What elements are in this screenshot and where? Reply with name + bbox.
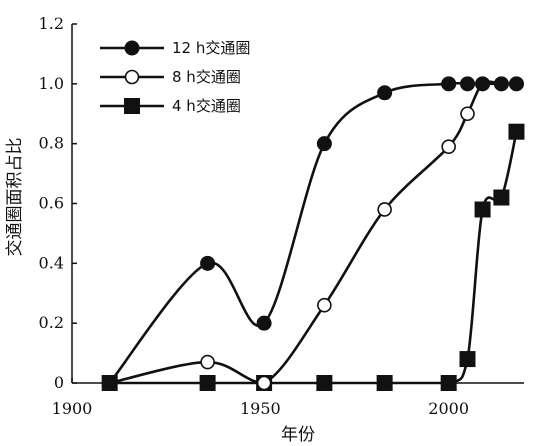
data-point: [441, 76, 457, 92]
y-axis-label: 交通圈面积占比: [5, 138, 25, 257]
legend-label: 12 h交通圈: [172, 39, 250, 57]
series-line: [108, 81, 517, 384]
series-line: [109, 131, 518, 385]
data-point: [200, 354, 215, 370]
x-tick-label: 2000: [428, 399, 469, 418]
y-tick-label: 0.6: [39, 194, 64, 213]
y-tick-label: 0.4: [39, 253, 64, 272]
data-point: [493, 189, 510, 206]
x-axis-label: 年份: [281, 425, 315, 445]
series-1: [102, 76, 524, 391]
legend-label: 8 h交通圈: [172, 68, 241, 86]
legend-marker: [124, 40, 140, 56]
data-point: [508, 76, 524, 92]
x-tick-label: 1900: [52, 399, 93, 418]
data-point: [316, 375, 333, 391]
y-tick-label: 1.0: [39, 74, 64, 93]
data-point: [460, 106, 475, 122]
x-tick-label: 1950: [240, 399, 281, 418]
data-point: [377, 85, 393, 101]
data-point: [102, 375, 118, 391]
data-point: [316, 136, 332, 152]
legend-entry: 8 h交通圈: [100, 68, 241, 86]
y-tick-label: 0.2: [39, 313, 64, 332]
data-point: [200, 255, 216, 271]
data-point: [377, 202, 392, 217]
legend-entry: 12 h交通圈: [100, 39, 250, 57]
y-tick-label: 0.8: [39, 134, 64, 153]
legend-marker: [124, 98, 140, 114]
legend-entry: 4 h交通圈: [100, 97, 241, 115]
legend: 12 h交通圈 8 h交通圈 4 h交通圈: [100, 39, 250, 115]
data-point: [317, 297, 332, 313]
data-point: [199, 375, 216, 391]
data-point: [475, 76, 491, 92]
series-0: [102, 76, 524, 391]
legend-marker: [124, 69, 140, 85]
y-tick-label: 0: [54, 373, 64, 392]
data-point: [460, 76, 475, 92]
y-tick-label: 1.2: [39, 14, 64, 33]
legend-label: 4 h交通圈: [172, 97, 241, 115]
axes: 0 0.2 0.4 0.6 0.8 1.0 1.2 1900 1950 2000: [39, 14, 524, 418]
data-point: [256, 315, 272, 331]
data-point: [376, 375, 393, 391]
data-point: [440, 375, 457, 391]
data-point: [459, 351, 476, 368]
series-line: [109, 80, 517, 385]
series-layer: [101, 76, 525, 391]
data-point: [474, 201, 491, 218]
data-point: [493, 76, 509, 92]
series-2: [101, 123, 525, 391]
data-point: [441, 139, 456, 154]
data-point: [256, 375, 272, 391]
data-point: [508, 123, 525, 140]
